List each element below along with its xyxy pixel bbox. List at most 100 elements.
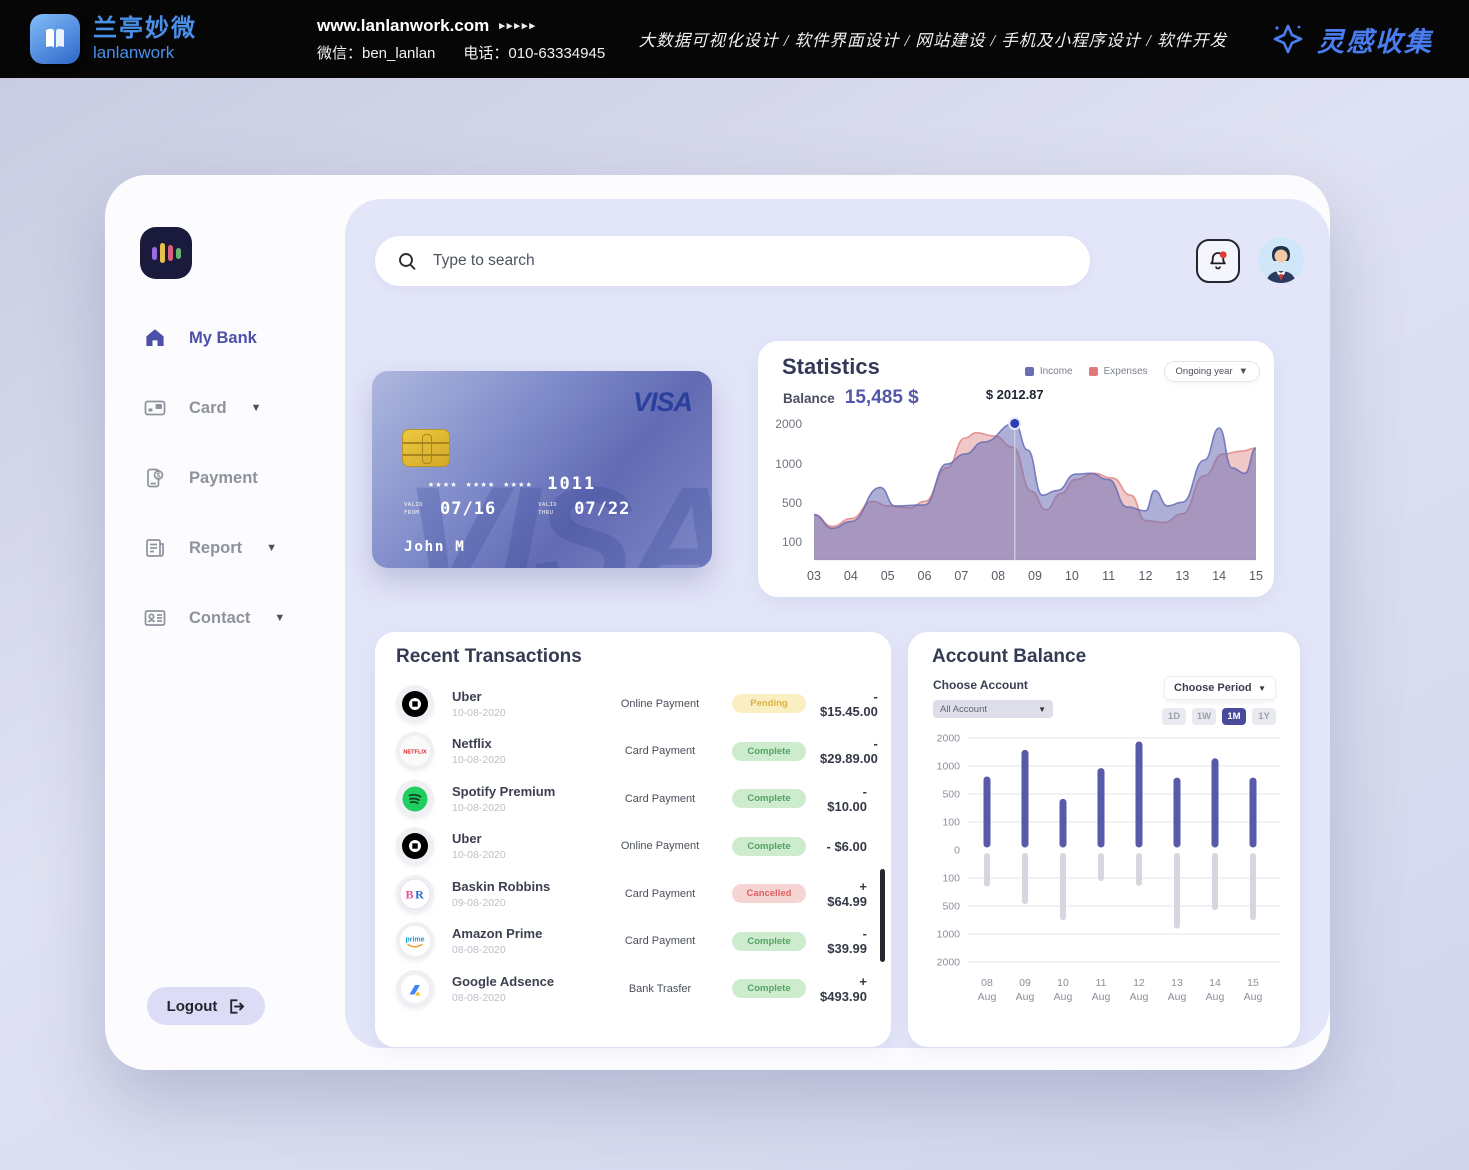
svg-text:100: 100 [782,535,802,549]
user-avatar[interactable] [1258,237,1304,283]
period-buttons: 1D 1W 1M 1Y [1162,708,1276,725]
logout-icon [230,998,245,1014]
bank-card[interactable]: VISA VISA ★★★★ ★★★★ ★★★★ 1011 VALID FROM… [372,371,712,568]
collect-brand-name: 灵感收集 [1317,26,1433,57]
scrollbar[interactable] [880,869,885,962]
svg-text:2000: 2000 [937,957,961,969]
expenses-swatch [1088,367,1098,376]
balance-value: 15,485 $ [844,387,919,408]
notification-button[interactable] [1196,239,1240,283]
svg-text:100: 100 [942,873,960,885]
home-icon [143,326,167,350]
period-dropdown[interactable]: Ongoing year ▼ [1163,361,1260,382]
status-badge: Complete [732,836,806,856]
contact-icon [143,606,167,630]
statistics-title: Statistics [782,354,880,379]
transaction-name: Amazon Prime [452,926,543,942]
transaction-name-block: Amazon Prime 08-08-2020 [452,926,602,956]
balance-label: Balance [783,391,835,406]
svg-text:12: 12 [1133,977,1145,989]
transaction-row[interactable]: Spotify Premium 10-08-2020 Card Payment Com… [375,775,891,823]
choose-period-dropdown[interactable]: Choose Period ▼ [1164,676,1276,700]
income-line [813,422,1257,530]
collect-brand-block: 灵感收集 [1269,20,1433,59]
chevron-down-icon: ▼ [1258,683,1266,693]
services-list: 大数据可视化设计 / 软件界面设计 / 网站建设 / 手机及小程序设计 / 软件… [638,31,1227,50]
transaction-row[interactable]: B R Baskin Robbins 09-08-2020 Card Payment Ca… [375,870,891,918]
search-bar[interactable] [375,236,1090,286]
content-area: VISA VISA ★★★★ ★★★★ ★★★★ 1011 VALID FROM… [345,199,1330,1048]
transaction-row[interactable]: Google Adsence 08-08-2020 Bank Trasfer Comp… [375,965,891,1013]
legend-income: Income [1024,366,1073,377]
svg-text:08: 08 [981,977,993,989]
transaction-amount: - $29.89.00 [820,736,878,767]
account-balance-title: Account Balance [932,646,1087,667]
account-dropdown[interactable]: All Account ▼ [933,700,1053,718]
sidebar-item-label: Card [189,398,227,417]
statistics-chart: 100 500 1000 2000 03 04 05 06 07 08 09 10 11 12 13 14 15 [775,416,1263,583]
book-logo-icon [30,14,80,64]
app-logo-icon[interactable] [140,227,192,279]
valid-thru-label: VALID THRU [538,501,558,516]
brand-name-cn: 兰亭妙微 [93,14,197,42]
svg-text:Aug: Aug [1092,991,1111,1003]
recent-transactions-panel: Recent Transactions Uber 10-08-2020 Online… [375,632,891,1047]
choose-account-label: Choose Account [933,678,1028,692]
dashboard-window: My Bank Card ▼ $ Payment [105,175,1330,1070]
svg-text:NETFLIX: NETFLIX [403,750,427,756]
card-number: ★★★★ ★★★★ ★★★★ 1011 [428,474,597,494]
period-button-1y[interactable]: 1Y [1252,708,1276,725]
svg-text:0: 0 [954,845,960,857]
svg-text:Aug: Aug [1054,991,1073,1003]
income-area [814,423,1256,560]
chevron-down-icon: ▼ [274,612,286,624]
sidebar-item-label: Contact [189,608,251,627]
sidebar-item-report[interactable]: Report ▼ [143,527,285,569]
transaction-name: Google Adsence [452,973,555,989]
visa-logo: VISA [632,387,693,417]
transaction-type: Online Payment [620,697,700,710]
chart-legend: Income Expenses Ongoing year ▼ [1024,361,1260,382]
status-badge: Complete [732,931,806,951]
period-button-1d[interactable]: 1D [1162,708,1186,725]
sidebar-item-card[interactable]: Card ▼ [143,387,285,429]
card-icon [143,396,167,420]
svg-text:04: 04 [844,569,858,583]
sidebar-item-contact[interactable]: Contact ▼ [143,597,285,639]
svg-text:07: 07 [954,569,968,583]
svg-text:2000: 2000 [775,417,802,431]
transaction-row[interactable]: Uber 10-08-2020 Online Payment Complete - $6… [375,823,891,871]
logout-button[interactable]: Logout [147,987,265,1025]
card-holder-name: John M [404,539,466,555]
status-badge: Complete [732,789,806,809]
transaction-type: Online Payment [620,840,700,853]
transaction-row[interactable]: prime Amazon Prime 08-08-2020 Card Payment C… [375,918,891,966]
transaction-name: Netflix [452,736,492,752]
valid-from-label: VALID FROM [404,501,424,516]
sidebar-item-label: Payment [189,468,258,487]
website-url[interactable]: www.lanlanwork.com [317,15,490,35]
sidebar-nav: My Bank Card ▼ $ Payment [143,317,285,639]
period-button-1w[interactable]: 1W [1192,708,1216,725]
svg-text:2000: 2000 [937,733,961,745]
svg-text:08: 08 [991,569,1005,583]
chevron-down-icon: ▼ [1238,366,1248,377]
svg-text:100: 100 [942,817,960,829]
arrows-decoration: ▸▸▸▸▸ [499,20,537,32]
svg-text:Aug: Aug [1244,991,1263,1003]
report-icon [143,536,167,560]
sidebar-item-payment[interactable]: $ Payment [143,457,285,499]
sidebar-item-my-bank[interactable]: My Bank [143,317,285,359]
period-button-1m[interactable]: 1M [1222,708,1246,725]
transaction-row[interactable]: NETFLIX Netflix 10-08-2020 Card Payment Comp… [375,728,891,776]
search-input[interactable] [433,252,1090,270]
svg-text:15: 15 [1249,569,1263,583]
svg-text:13: 13 [1175,569,1189,583]
chevron-down-icon: ▼ [1038,704,1046,714]
transaction-row[interactable]: Uber 10-08-2020 Online Payment Pending - $15… [375,680,891,728]
transaction-amount: - $39.99 [827,926,867,957]
transaction-date: 10-08-2020 [452,849,506,862]
transaction-name: Uber [452,688,482,704]
transaction-name: Baskin Robbins [452,878,551,894]
svg-text:Aug: Aug [1168,991,1187,1003]
